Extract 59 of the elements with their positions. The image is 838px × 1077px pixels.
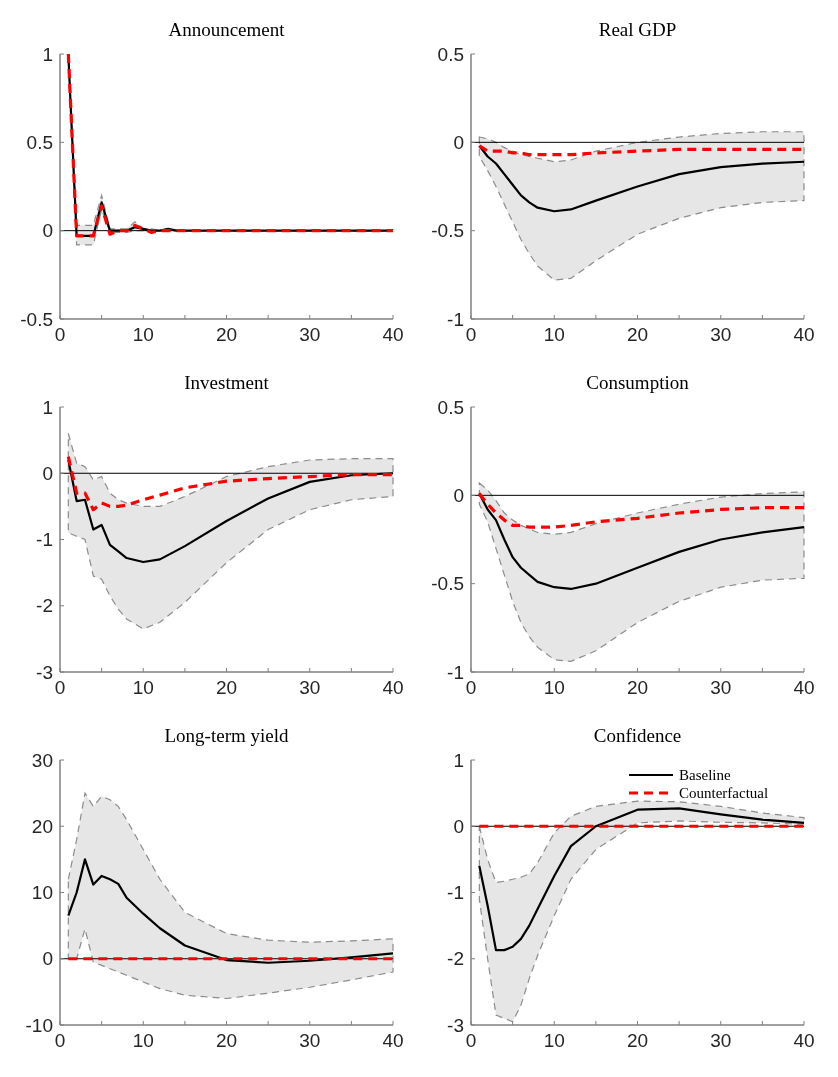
x-tick-label: 40: [793, 324, 815, 345]
x-tick-label: 20: [626, 1030, 649, 1051]
y-tick-label: -0.5: [20, 308, 53, 330]
x-tick-label: 40: [382, 1030, 404, 1051]
x-tick-label: 20: [215, 324, 238, 345]
x-tick-label: 10: [543, 324, 565, 345]
x-tick-label: 20: [215, 1030, 238, 1051]
chart-title: Confidence: [593, 725, 682, 746]
y-tick-label: 0: [453, 131, 464, 153]
y-tick-label: -1: [447, 308, 464, 330]
x-tick-label: 30: [299, 1030, 321, 1051]
x-tick-label: 30: [299, 324, 321, 345]
y-tick-label: 0: [453, 815, 464, 837]
y-tick-label: -1: [36, 529, 53, 551]
x-tick-label: 40: [382, 677, 404, 698]
x-tick-label: 40: [793, 1030, 815, 1051]
y-tick-label: 1: [453, 749, 464, 771]
y-tick-label: 0: [42, 462, 53, 484]
chart-title: Real GDP: [598, 19, 677, 40]
x-tick-label: 30: [710, 324, 732, 345]
x-tick-label: 20: [626, 677, 649, 698]
y-tick-label: -10: [25, 1014, 53, 1036]
x-tick-label: 10: [543, 677, 565, 698]
y-tick-label: -0.5: [431, 220, 464, 242]
x-tick-label: 40: [793, 677, 815, 698]
y-tick-label: 1: [42, 396, 53, 418]
y-tick-label: 0: [42, 220, 53, 242]
y-tick-label: 0.5: [437, 396, 464, 418]
y-tick-label: 0: [453, 484, 464, 506]
y-tick-label: -2: [447, 948, 464, 970]
chart-title: Announcement: [168, 19, 286, 40]
y-tick-label: 0.5: [437, 43, 464, 65]
x-tick-label: 20: [626, 324, 649, 345]
x-tick-label: 30: [299, 677, 321, 698]
y-tick-label: 0.5: [26, 131, 53, 153]
x-tick-label: 30: [710, 677, 732, 698]
y-tick-label: -2: [36, 595, 53, 617]
x-tick-label: 10: [132, 677, 154, 698]
legend-label: Counterfactual: [679, 785, 769, 801]
legend-label: Baseline: [679, 767, 731, 783]
y-tick-label: 1: [42, 43, 53, 65]
y-tick-label: 10: [31, 882, 53, 904]
y-tick-label: -1: [447, 661, 464, 683]
y-tick-label: -3: [447, 1014, 464, 1036]
chart-title: Consumption: [586, 372, 690, 393]
y-tick-label: 0: [42, 948, 53, 970]
x-tick-label: 10: [132, 1030, 154, 1051]
y-tick-label: 20: [31, 815, 53, 837]
y-tick-label: -0.5: [431, 573, 464, 595]
x-tick-label: 10: [543, 1030, 565, 1051]
y-tick-label: -1: [447, 882, 464, 904]
y-tick-label: -3: [36, 661, 53, 683]
chart-title: Long-term yield: [164, 725, 289, 746]
x-tick-label: 40: [382, 324, 404, 345]
x-tick-label: 30: [710, 1030, 732, 1051]
x-tick-label: 10: [132, 324, 154, 345]
x-tick-label: 20: [215, 677, 238, 698]
y-tick-label: 30: [31, 749, 53, 771]
chart-title: Investment: [184, 372, 270, 393]
